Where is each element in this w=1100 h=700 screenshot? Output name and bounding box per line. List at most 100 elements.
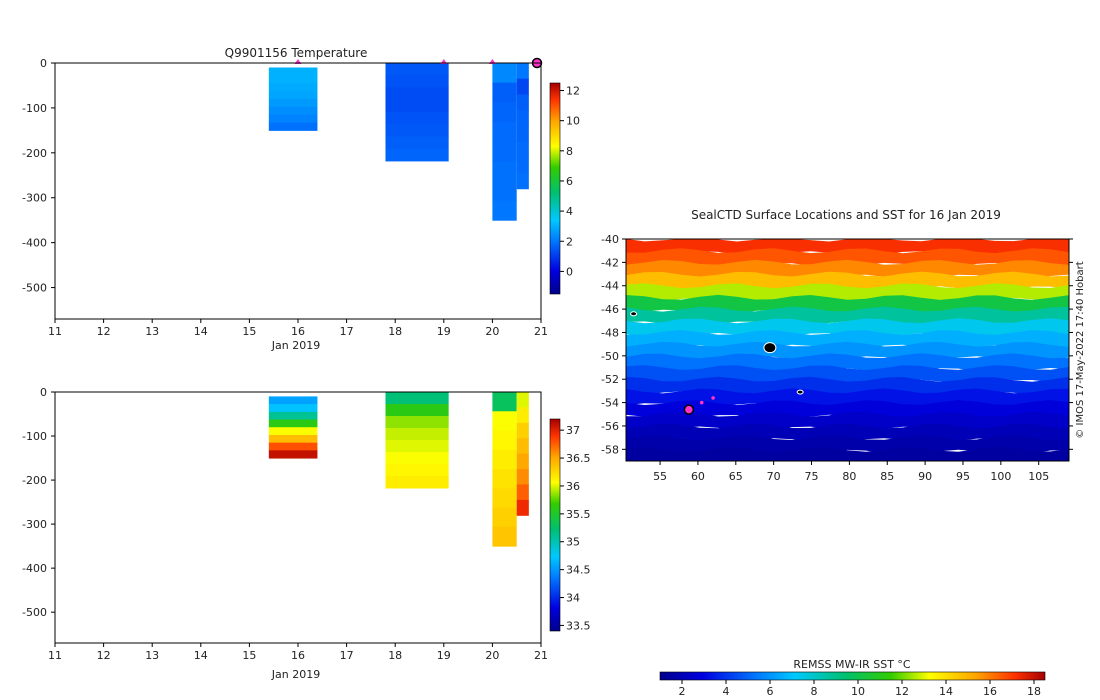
salinity-xlabel: Jan 2019 — [271, 668, 320, 681]
map-title: SealCTD Surface Locations and SST for 16… — [691, 208, 1001, 222]
colorbar-tick-label: 2 — [566, 235, 573, 248]
profile-2-cell-4 — [492, 469, 517, 489]
map-x-tick-label: 90 — [918, 470, 932, 483]
profile-3-cell-7 — [516, 173, 529, 190]
profile-2-cell-5 — [492, 488, 517, 509]
map-credit: © IMOS 17-May-2022 17:40 Hobart — [1075, 261, 1086, 438]
x-tick-label: 19 — [437, 325, 451, 338]
y-tick-label: -300 — [22, 192, 47, 205]
profile-0-cell-6 — [268, 442, 318, 451]
x-tick-label: 21 — [534, 325, 548, 338]
profile-2-cell-7 — [492, 526, 517, 547]
y-tick-label: -100 — [22, 102, 47, 115]
temperature-panel: Q9901156 Temperature 0 -100 -200 -300 -400 -5… — [22, 46, 580, 352]
profile-3-cell-6 — [516, 157, 529, 174]
colorbar-tick-label: 34 — [566, 592, 580, 605]
seal-track — [683, 396, 715, 415]
profile-2-cell-6 — [492, 180, 517, 202]
profile-0-cell-1 — [268, 75, 318, 84]
y-tick-label: -200 — [22, 147, 47, 160]
profile-3-cell-1 — [516, 407, 529, 424]
sst-map-panel: SealCTD Surface Locations and SST for 16… — [601, 208, 1086, 698]
map-x-tick-label: 80 — [842, 470, 856, 483]
x-tick-label: 19 — [437, 649, 451, 662]
profile-1-cell-6 — [385, 463, 449, 477]
sst-colorbar-tick-label: 6 — [767, 685, 774, 698]
temperature-y-axis: 0 -100 -200 -300 -400 -500 — [22, 57, 55, 295]
temperature-colorbar — [549, 82, 561, 295]
profile-3-cell-4 — [516, 453, 529, 470]
temperature-x-axis: 11 12 13 14 15 16 17 18 19 20 21 — [48, 319, 548, 338]
colorbar-tick-label: 37 — [566, 424, 580, 437]
profile-1-cell-3 — [385, 99, 449, 113]
island — [630, 311, 638, 317]
sst-colorbar-tick-label: 14 — [939, 685, 953, 698]
profile-1-cell-3 — [385, 427, 449, 441]
map-axes-frame — [625, 238, 1070, 462]
map-x-tick-label: 60 — [691, 470, 705, 483]
map-x-axis: 55 60 65 70 75 80 85 90 95 100 105 — [653, 461, 1049, 483]
profile-0-cell-1 — [268, 404, 318, 413]
map-x-tick-label: 75 — [805, 470, 819, 483]
map-y-tick-label: -48 — [601, 326, 619, 339]
profile-2-cell-7 — [492, 200, 517, 221]
profile-3-cell-4 — [516, 125, 529, 143]
profile-0-cell-0 — [268, 396, 318, 405]
colorbar-tick-label: 34.5 — [566, 564, 591, 577]
colorbar-tick-label: 10 — [566, 115, 580, 128]
sst-band-18 — [626, 446, 1069, 461]
colorbar-tick-label: 0 — [566, 265, 573, 278]
profile-1-cell-7 — [385, 475, 449, 489]
profile-0-cell-7 — [268, 450, 318, 459]
profile-0-cell-5 — [268, 106, 318, 116]
seal-current-position — [683, 404, 695, 415]
colorbar-tick-label: 6 — [566, 175, 573, 188]
sst-colorbar-tick-label: 8 — [811, 685, 818, 698]
x-tick-label: 16 — [291, 325, 305, 338]
profile-1-cell-2 — [385, 415, 449, 429]
profile-2-cell-1 — [492, 82, 517, 103]
profile-1-cell-1 — [385, 75, 449, 88]
salinity-panel: 0 -100 -200 -300 -400 -500 11 12 13 14 15 16 17 18 19… — [22, 386, 590, 681]
salinity-profiles — [268, 392, 529, 547]
x-tick-label: 16 — [291, 649, 305, 662]
map-islands — [630, 311, 804, 395]
x-tick-label: 20 — [485, 649, 499, 662]
salinity-colorbar-ticks: 37 36.5 36 35.5 35 34.5 34 33.5 — [560, 424, 591, 632]
sst-colorbar-tick-label: 12 — [895, 685, 909, 698]
colorbar-tick-label: 8 — [566, 145, 573, 158]
map-x-tick-label: 65 — [729, 470, 743, 483]
profile-0-cell-3 — [268, 91, 318, 100]
profile-2-cell-4 — [492, 141, 517, 162]
sst-colorbar-tick-label: 10 — [851, 685, 865, 698]
sst-colorbar-tick-label: 4 — [723, 685, 730, 698]
temperature-title: Q9901156 Temperature — [225, 46, 368, 60]
profile-2-cell-3 — [492, 449, 517, 470]
profile-1-cell-1 — [385, 403, 449, 417]
profile-0-cell-6 — [268, 114, 318, 124]
y-tick-label: -500 — [22, 282, 47, 295]
profile-3-cell-1 — [516, 78, 529, 95]
sst-colorbar-tick-label: 18 — [1027, 685, 1041, 698]
profile-2-cell-6 — [492, 507, 517, 528]
x-tick-label: 12 — [97, 325, 111, 338]
x-tick-label: 11 — [48, 325, 62, 338]
temperature-profiles — [268, 63, 529, 221]
x-tick-label: 17 — [340, 649, 354, 662]
profile-3-cell-3 — [516, 438, 529, 455]
island — [796, 389, 804, 395]
profile-1-cell-2 — [385, 87, 449, 101]
x-tick-label: 18 — [388, 325, 402, 338]
map-y-tick-label: -40 — [601, 233, 619, 246]
profile-0-cell-2 — [268, 411, 318, 421]
sst-colorbar-ticks: 2 4 6 8 10 12 14 16 18 — [679, 680, 1041, 698]
x-tick-label: 17 — [340, 325, 354, 338]
x-tick-label: 13 — [145, 325, 159, 338]
map-y-axis: -40 -42 -44 -46 -48 -50 -52 -54 -56 -58 — [601, 233, 1073, 456]
map-y-tick-label: -42 — [601, 256, 619, 269]
x-tick-label: 11 — [48, 649, 62, 662]
sst-colorbar-tick-label: 2 — [679, 685, 686, 698]
colorbar-tick-label: 36.5 — [566, 452, 591, 465]
map-y-tick-label: -46 — [601, 303, 619, 316]
